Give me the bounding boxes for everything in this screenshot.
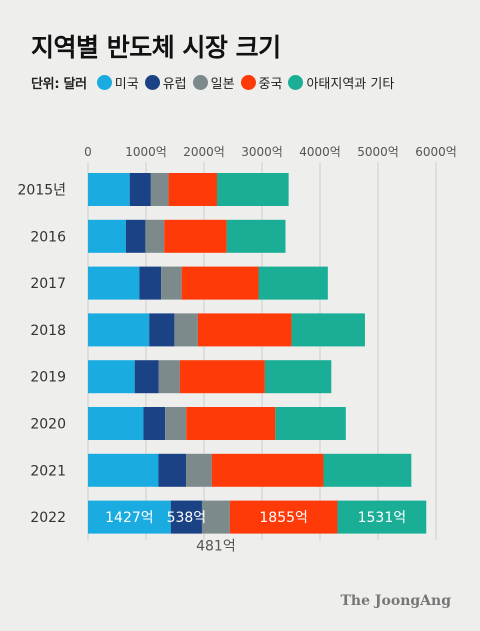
legend-label-3: 중국 [258, 76, 283, 92]
data-label-3: 1855억 [259, 510, 308, 526]
bar-4-3 [179, 360, 265, 394]
legend-item-3: 중국 [240, 73, 283, 92]
bar-5-2 [165, 407, 187, 440]
bar-4-4 [264, 360, 332, 394]
bar-0-0 [88, 173, 130, 206]
data-label-below: 481억 [196, 539, 236, 555]
x-tick-label-6: 6000억 [415, 145, 457, 159]
bar-2-0 [88, 266, 140, 300]
bar-7-0 [88, 500, 171, 534]
bar-1-1 [125, 219, 146, 253]
bar-6-3 [211, 453, 324, 487]
bar-7-3 [229, 500, 338, 534]
bar-4-1 [134, 360, 159, 394]
legend-label-4: 아태지역과 기타 [306, 76, 395, 92]
category-label-5: 2020 [30, 417, 66, 433]
bar-0-1 [129, 173, 151, 206]
category-label-6: 2021 [30, 463, 66, 479]
legend-swatch-2 [192, 74, 208, 90]
legend-item-4: 아태지역과 기타 [288, 73, 394, 92]
bar-7-2 [201, 500, 230, 534]
bar-6-0 [88, 453, 159, 487]
data-label-1: 538억 [167, 510, 207, 526]
bar-1-3 [164, 219, 227, 253]
bar-3-3 [197, 313, 292, 347]
bar-2-3 [181, 266, 259, 300]
bar-0-2 [150, 173, 169, 206]
bar-2-2 [161, 266, 182, 300]
x-tick-label-2: 2000억 [183, 145, 225, 159]
legend-label-2: 일본 [210, 76, 235, 92]
category-label-0: 2015년 [17, 183, 66, 199]
chart-title: 지역별 반도체 시장 크기 [31, 33, 281, 62]
legend-item-0: 미국 [96, 73, 139, 92]
category-label-2: 2017 [30, 276, 66, 292]
legend-item-1: 유럽 [144, 73, 187, 92]
bar-7-4 [337, 500, 427, 534]
bar-3-0 [88, 313, 150, 347]
legend-swatch-0 [96, 74, 112, 90]
bar-3-4 [291, 313, 365, 347]
bar-6-2 [186, 453, 212, 487]
data-label-4: 1531억 [358, 510, 407, 526]
bar-4-2 [158, 360, 180, 394]
bar-5-3 [186, 407, 276, 440]
bar-1-2 [145, 219, 165, 253]
bar-0-3 [168, 173, 217, 206]
bar-2-4 [258, 266, 328, 300]
x-tick-label-4: 4000억 [299, 145, 341, 159]
bar-2-1 [139, 266, 162, 300]
bar-1-0 [88, 219, 126, 253]
bar-4-0 [88, 360, 135, 394]
legend-swatch-1 [144, 74, 160, 90]
bar-3-1 [149, 313, 175, 347]
legend-swatch-4 [288, 74, 304, 90]
brand-logo: The JoongAng [340, 593, 451, 609]
legend-item-2: 일본 [192, 73, 235, 92]
legend-items: 미국 유럽 일본 중국 아태지역과 기타 [96, 73, 401, 92]
bar-0-4 [216, 173, 289, 206]
category-label-1: 2016 [30, 229, 66, 245]
legend: 단위: 달러 미국 유럽 일본 중국 아태지역과 기타 [31, 73, 401, 92]
bar-1-4 [226, 219, 286, 253]
legend-label-1: 유럽 [162, 76, 187, 92]
category-label-7: 2022 [30, 510, 66, 526]
legend-swatch-3 [240, 74, 256, 90]
bar-5-1 [143, 407, 166, 440]
bar-5-0 [88, 407, 144, 440]
x-tick-label-5: 5000억 [357, 145, 399, 159]
bar-6-4 [323, 453, 412, 487]
bar-6-1 [158, 453, 187, 487]
x-tick-label-0: 0 [84, 145, 92, 159]
bar-5-4 [275, 407, 346, 440]
x-tick-label-1: 1000억 [125, 145, 167, 159]
category-label-4: 2019 [30, 370, 66, 386]
data-label-0: 1427억 [105, 510, 154, 526]
bar-7-1 [170, 500, 202, 534]
unit-label: 단위: 달러 [31, 76, 87, 92]
legend-label-0: 미국 [114, 76, 139, 92]
x-tick-label-3: 3000억 [241, 145, 283, 159]
bar-3-2 [174, 313, 198, 347]
category-label-3: 2018 [30, 323, 66, 339]
